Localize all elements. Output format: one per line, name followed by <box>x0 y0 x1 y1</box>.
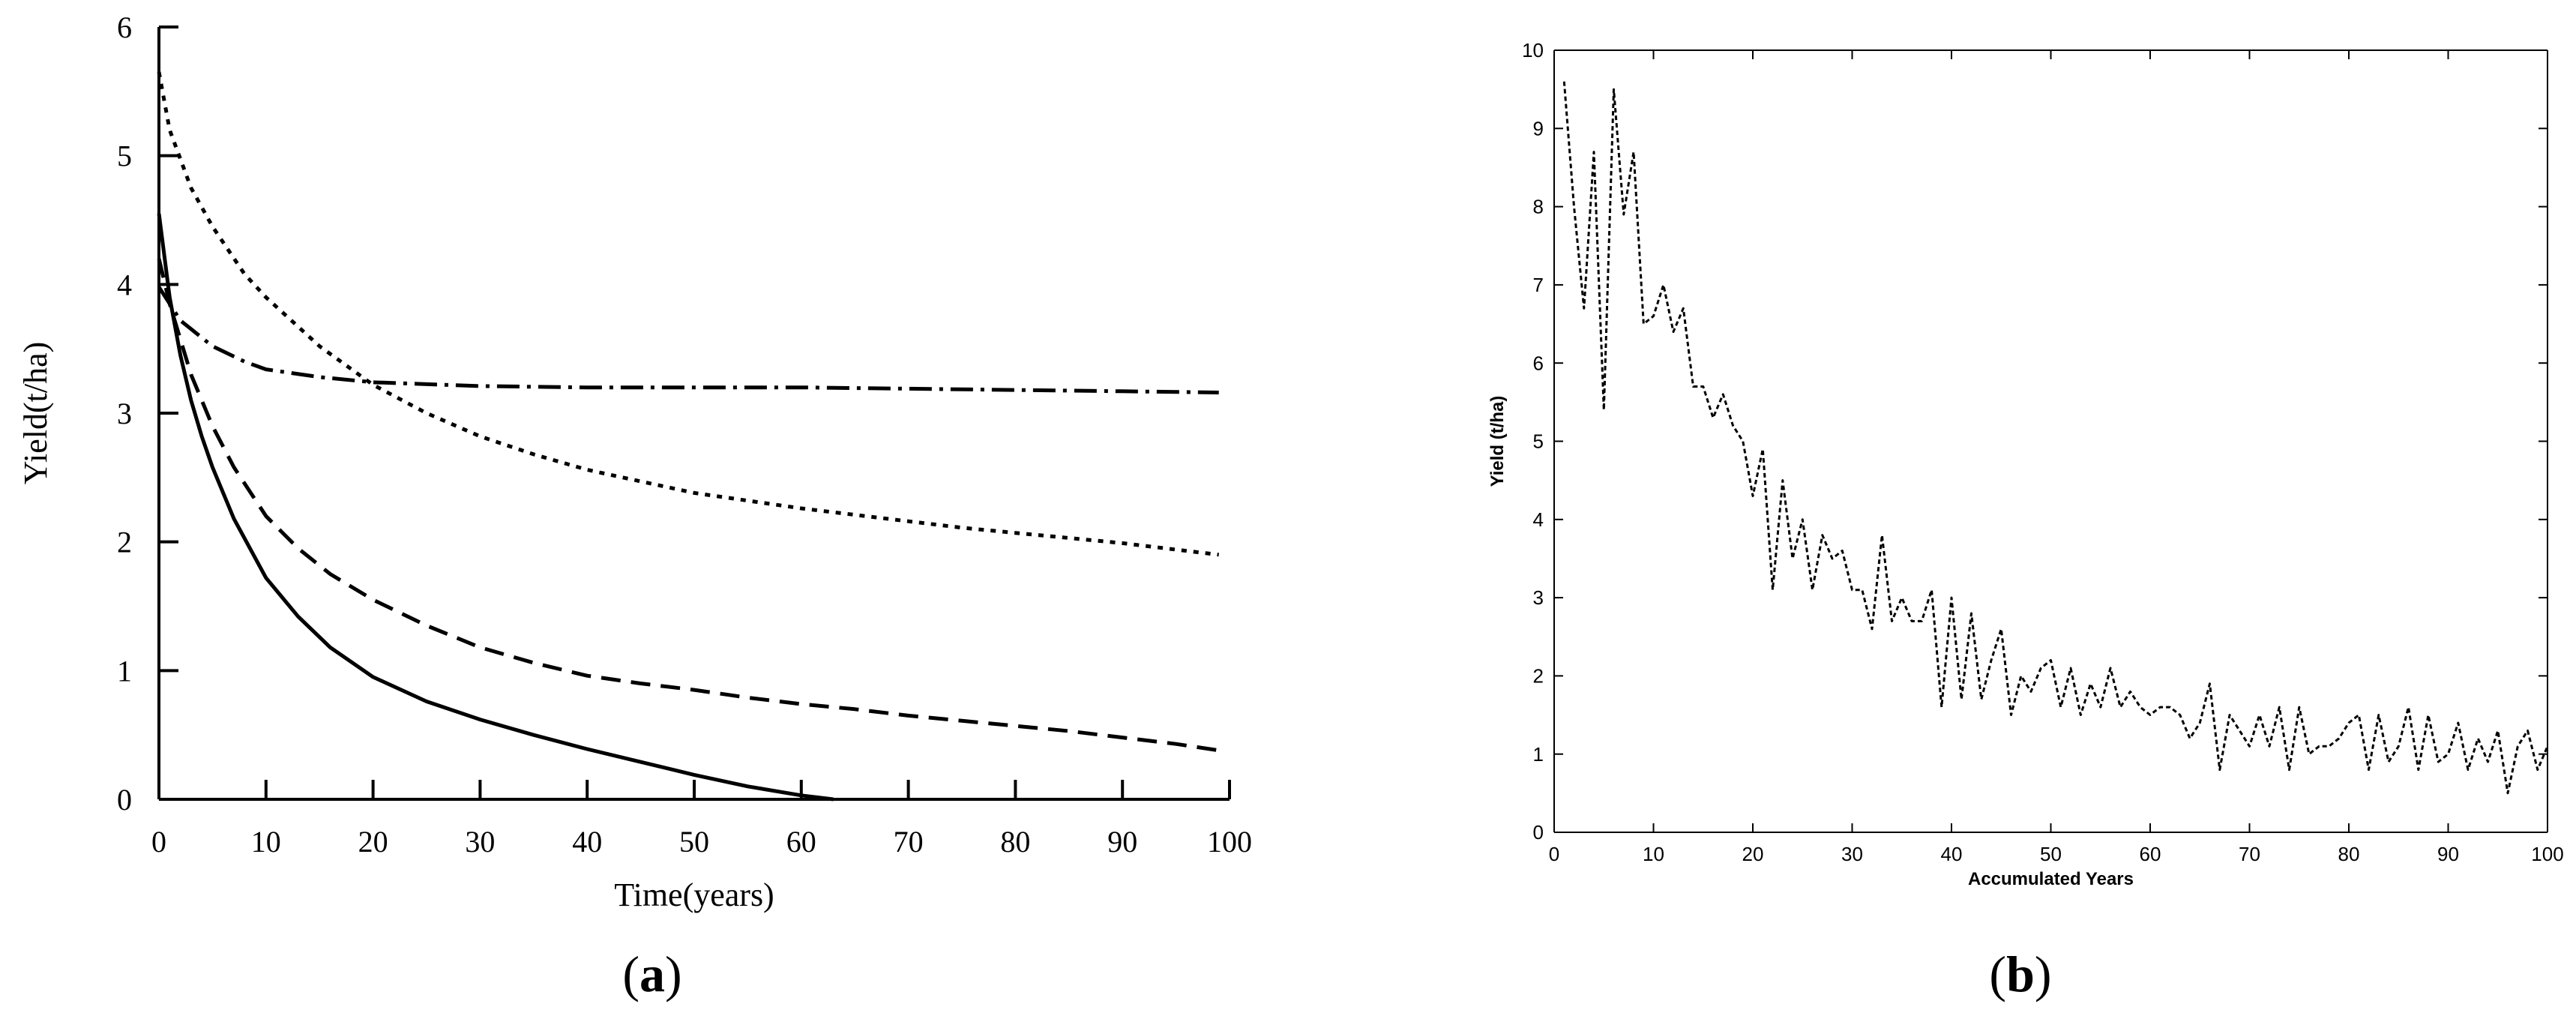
y-tick-label: 1 <box>117 654 132 688</box>
y-tick-label: 4 <box>1533 508 1544 531</box>
x-tick-label: 0 <box>1549 843 1559 865</box>
x-tick-label: 40 <box>572 825 602 859</box>
y-tick-label: 5 <box>1533 430 1544 453</box>
y-tick-label: 5 <box>117 139 132 173</box>
x-tick-label: 100 <box>2531 843 2563 865</box>
x-tick-label: 20 <box>1742 843 1764 865</box>
series-line-dashdot <box>157 286 1219 394</box>
y-tick-label: 2 <box>1533 665 1544 688</box>
panel-label: (b) <box>1989 946 2051 1003</box>
series-line-dashed <box>157 258 1220 753</box>
y-tick-label: 9 <box>1533 117 1544 139</box>
panel-label-close: ) <box>665 946 682 1003</box>
y-tick-label: 8 <box>1533 196 1544 218</box>
x-tick-label: 40 <box>1941 843 1963 865</box>
x-tick-label: 100 <box>1207 825 1252 859</box>
x-tick-label: 10 <box>251 825 281 859</box>
x-tick-label: 80 <box>1000 825 1030 859</box>
x-tick-label: 70 <box>2239 843 2260 865</box>
y-tick-label: 10 <box>1522 39 1544 61</box>
panel-label-open: ( <box>1989 946 2006 1003</box>
y-axis-label: Yield (t/ha) <box>1487 396 1508 487</box>
x-axis-label: Time(years) <box>614 877 774 913</box>
x-tick-label: 60 <box>2140 843 2161 865</box>
x-tick-label: 60 <box>786 825 816 859</box>
panel-label-open: ( <box>622 946 640 1003</box>
x-tick-label: 0 <box>151 825 166 859</box>
x-tick-label: 50 <box>679 825 709 859</box>
x-tick-label: 30 <box>1841 843 1863 865</box>
series-line-dotted <box>157 71 1219 557</box>
y-tick-label: 1 <box>1533 743 1544 766</box>
x-axis-label: Accumulated Years <box>1968 869 2134 889</box>
series-line-dotted <box>1562 81 2549 795</box>
y-tick-label: 7 <box>1533 274 1544 296</box>
panel-label-letter: b <box>2006 946 2035 1003</box>
panel-b-chart: 0 10 20 30 40 50 60 70 80 90 100 0 1 2 3 4 5 6 7 8 9 10 Accumu… <box>1487 39 2564 1003</box>
y-tick-label: 6 <box>117 10 132 44</box>
panel-a-chart: 0 10 20 30 40 50 60 70 80 90 100 0 1 2 3 4 5 6 Time(years)… <box>17 10 1252 1003</box>
panel-label-letter: a <box>640 946 665 1003</box>
x-tick-label: 80 <box>2338 843 2360 865</box>
panel-label-close: ) <box>2035 946 2052 1003</box>
x-tick-label: 20 <box>358 825 388 859</box>
y-tick-label: 4 <box>117 268 132 301</box>
panel-label: (a) <box>622 946 681 1003</box>
x-tick-label: 50 <box>2040 843 2062 865</box>
x-tick-label: 70 <box>894 825 924 859</box>
y-tick-label: 0 <box>1533 821 1544 844</box>
x-tick-label: 90 <box>1107 825 1137 859</box>
x-tick-label: 30 <box>465 825 495 859</box>
y-tick-label: 2 <box>117 526 132 559</box>
y-tick-label: 3 <box>1533 586 1544 609</box>
series-line-solid <box>157 213 834 802</box>
y-tick-label: 6 <box>1533 352 1544 374</box>
y-tick-label: 3 <box>117 397 132 430</box>
x-tick-label: 10 <box>1643 843 1664 865</box>
y-axis-label: Yield(t/ha) <box>17 342 54 485</box>
x-tick-label: 90 <box>2437 843 2459 865</box>
y-tick-label: 0 <box>117 783 132 817</box>
